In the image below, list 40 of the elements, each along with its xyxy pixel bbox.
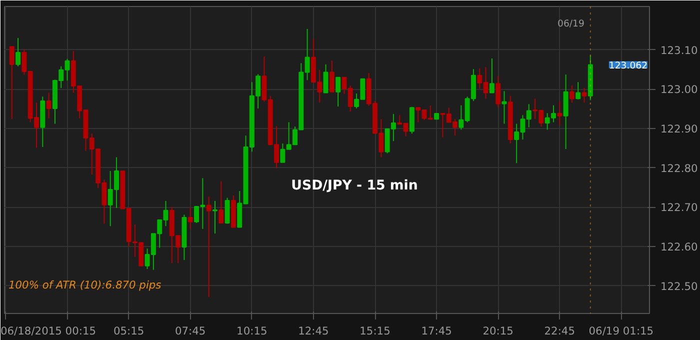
- candlestick: [46, 92, 52, 119]
- candlestick: [16, 37, 21, 67]
- candlestick: [576, 82, 581, 100]
- candlestick: [496, 75, 501, 108]
- x-tick-label: 12:45: [298, 324, 329, 338]
- candlestick: [188, 207, 193, 230]
- y-tick-label: 123.10: [660, 44, 698, 57]
- x-tick-label: 05:15: [113, 324, 144, 338]
- x-tick-label: 20:15: [482, 324, 514, 338]
- candlestick: [557, 100, 562, 126]
- x-tick-label: 10:15: [236, 324, 268, 338]
- candlestick: [336, 76, 341, 107]
- y-tick-label: 122.60: [660, 240, 698, 254]
- text: USD/JPY - 15 min: [291, 178, 418, 194]
- y-tick-label: 123.00: [660, 83, 698, 96]
- ref-line-label: 06/19: [558, 18, 584, 30]
- candlestick: [582, 87, 587, 104]
- candlestick: [323, 64, 328, 94]
- candlestick: [329, 60, 334, 92]
- x-tick-label: 17:45: [421, 324, 452, 338]
- candlestick: [218, 180, 224, 224]
- x-tick-label: 06/19 01:15: [588, 324, 654, 338]
- candlestick: [9, 46, 14, 120]
- candlestick: [206, 196, 212, 298]
- y-tick-label: 122.90: [660, 122, 698, 136]
- candlestick: [489, 58, 494, 94]
- candlestick: [224, 197, 230, 224]
- candlestick: [502, 90, 507, 124]
- x-tick-label: 07:45: [175, 324, 206, 338]
- annotation: 100% of ATR (10):6.870 pips: [8, 278, 162, 292]
- candlestick: [409, 106, 414, 134]
- x-tick-label: 22:45: [544, 324, 576, 338]
- candlestick: [212, 200, 218, 234]
- candlestick: [569, 85, 574, 104]
- y-tick-label: 122.70: [660, 201, 698, 214]
- x-tick-label: 15:15: [360, 324, 390, 338]
- x-tick-label: 06/18/2015 00:15: [0, 324, 96, 338]
- y-tick-label: 122.50: [660, 280, 698, 293]
- y-tick-label: 122.80: [660, 162, 698, 175]
- annotation: 123.062: [608, 60, 648, 72]
